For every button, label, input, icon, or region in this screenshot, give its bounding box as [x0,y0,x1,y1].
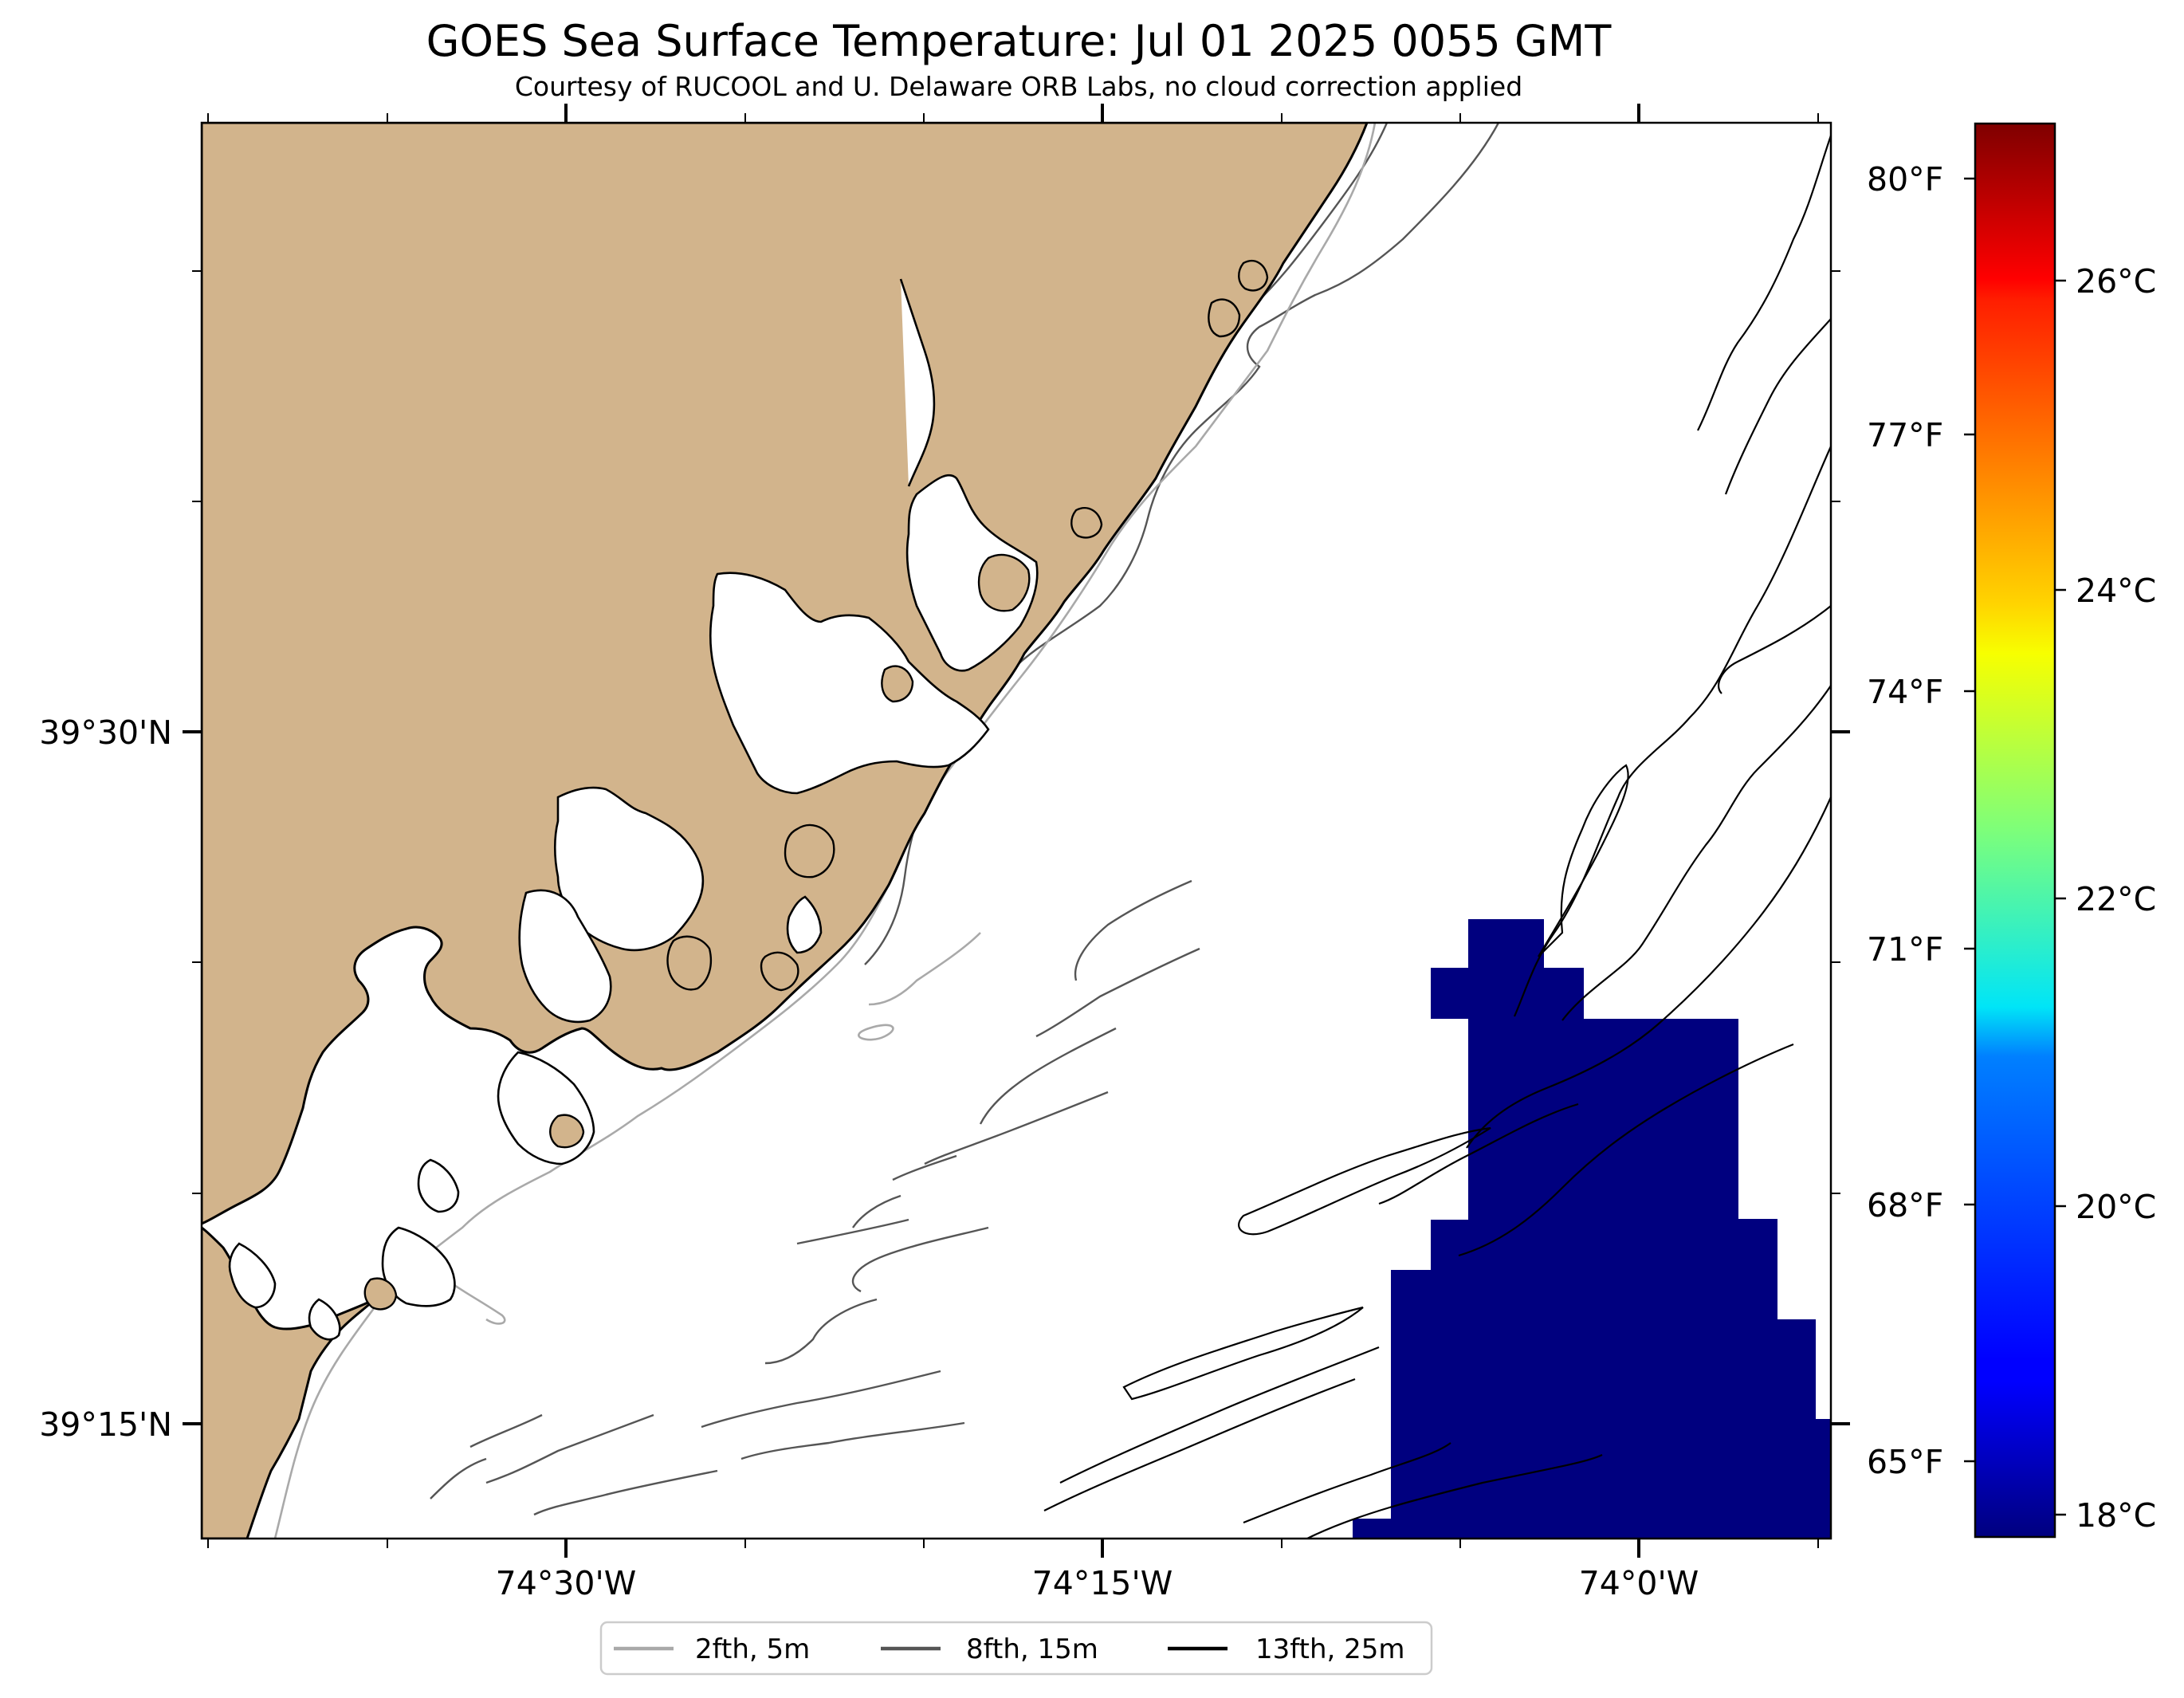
map-frame [200,121,1832,1540]
colorbar-fahrenheit-label: 65°F [1867,1443,1943,1481]
colorbar-fahrenheit-label: 68°F [1867,1186,1943,1224]
colorbar-celsius-label: 24°C [2076,572,2156,610]
legend-label: 13fth, 25m [1255,1633,1405,1665]
map-area [202,123,1831,1539]
colorbar-celsius-label: 26°C [2076,262,2156,301]
colorbar-fahrenheit-label: 71°F [1867,930,1943,969]
colorbar-celsius-label: 18°C [2076,1496,2156,1535]
contour-13fth [1043,135,1831,1539]
map-title: GOES Sea Surface Temperature: Jul 01 202… [426,16,1612,66]
y-tick-label: 39°30'N [39,713,172,752]
map-subtitle: Courtesy of RUCOOL and U. Delaware ORB L… [515,71,1522,102]
legend-label: 2fth, 5m [695,1633,810,1665]
colorbar-gradient [1974,122,2056,1539]
x-tick-label: 74°30'W [496,1564,637,1602]
x-tick-label: 74°0'W [1579,1564,1699,1602]
colorbar: 26°C 24°C 22°C 20°C 18°C 80°F 77°F 74°F … [1867,122,2156,1539]
legend-label: 8fth, 15m [966,1633,1098,1665]
colorbar-celsius-label: 20°C [2076,1188,2156,1226]
legend-box [599,1621,1433,1676]
y-tick-label: 39°15'N [39,1405,172,1444]
colorbar-fahrenheit-label: 74°F [1867,673,1943,711]
x-tick-label: 74°15'W [1032,1564,1173,1602]
legend: 2fth, 5m 8fth, 15m 13fth, 25m [599,1621,1433,1676]
colorbar-fahrenheit-label: 80°F [1867,160,1943,198]
colorbar-fahrenheit-label: 77°F [1867,416,1943,454]
sst-cell-block [1353,919,1831,1539]
tick-marks [183,104,1850,1558]
marsh-islands [363,259,1269,1311]
colorbar-celsius-label: 22°C [2076,880,2156,918]
